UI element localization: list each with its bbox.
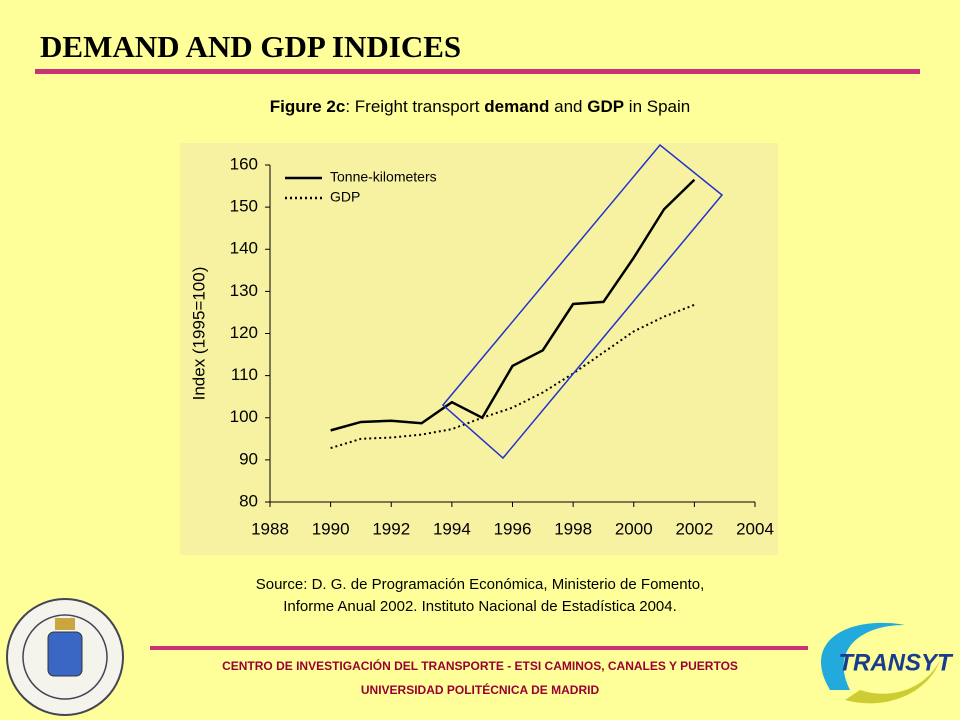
logo-text: TRANSYT (838, 649, 954, 676)
source-line: Source: D. G. de Programación Económica,… (256, 576, 705, 593)
x-tick-label: 2000 (615, 519, 653, 538)
y-axis-label: Index (1995=100) (189, 267, 208, 401)
title-part: : Freight transport (345, 97, 484, 116)
heading-rule (35, 69, 920, 74)
heading: DEMAND AND GDP INDICES (40, 29, 461, 64)
y-tick-label: 150 (230, 197, 258, 216)
highlight-box (441, 143, 724, 460)
series-line (330, 178, 696, 432)
title-part: GDP (587, 97, 624, 116)
figure-title: Figure 2c: Freight transport demand and … (270, 97, 691, 116)
chart: 80 90 100 110 120 130 140 150 160 1988 1990 1992 199… (189, 154, 773, 538)
y-tick-label: 90 (239, 449, 258, 468)
x-tick-label: 1996 (494, 519, 532, 538)
chart-area (180, 143, 778, 555)
series-line (330, 303, 695, 450)
legend-label: Tonne-kilometers (330, 169, 437, 185)
y-tick-label: 130 (230, 281, 258, 300)
x-tick-label: 2002 (675, 519, 713, 538)
transyt-logo: TRANSYT (820, 622, 954, 704)
university-seal (6, 598, 124, 716)
x-tick-label: 1992 (372, 519, 410, 538)
footer-rule (150, 646, 808, 650)
x-tick-label: 1988 (251, 519, 289, 538)
y-tick-label: 120 (230, 323, 258, 342)
y-tick-label: 110 (231, 365, 258, 384)
title-part: Figure 2c (270, 97, 346, 116)
x-tick-label: 1990 (312, 519, 350, 538)
x-tick-label: 2004 (736, 519, 774, 538)
footer-line: CENTRO DE INVESTIGACIÓN DEL TRANSPORTE -… (222, 658, 738, 673)
x-tick-label: 1998 (554, 519, 592, 538)
y-tick-label: 160 (230, 154, 258, 173)
footer-line: UNIVERSIDAD POLITÉCNICA DE MADRID (361, 682, 600, 697)
y-tick-label: 100 (230, 407, 258, 426)
title-part: in Spain (624, 97, 690, 116)
y-tick-label: 80 (239, 491, 258, 510)
title-part: and (549, 97, 587, 116)
legend-label: GDP (330, 189, 360, 205)
source-line: Informe Anual 2002. Instituto Nacional d… (283, 598, 677, 615)
y-tick-label: 140 (230, 239, 258, 258)
x-tick-label: 1994 (433, 519, 471, 538)
title-part: demand (484, 97, 549, 116)
